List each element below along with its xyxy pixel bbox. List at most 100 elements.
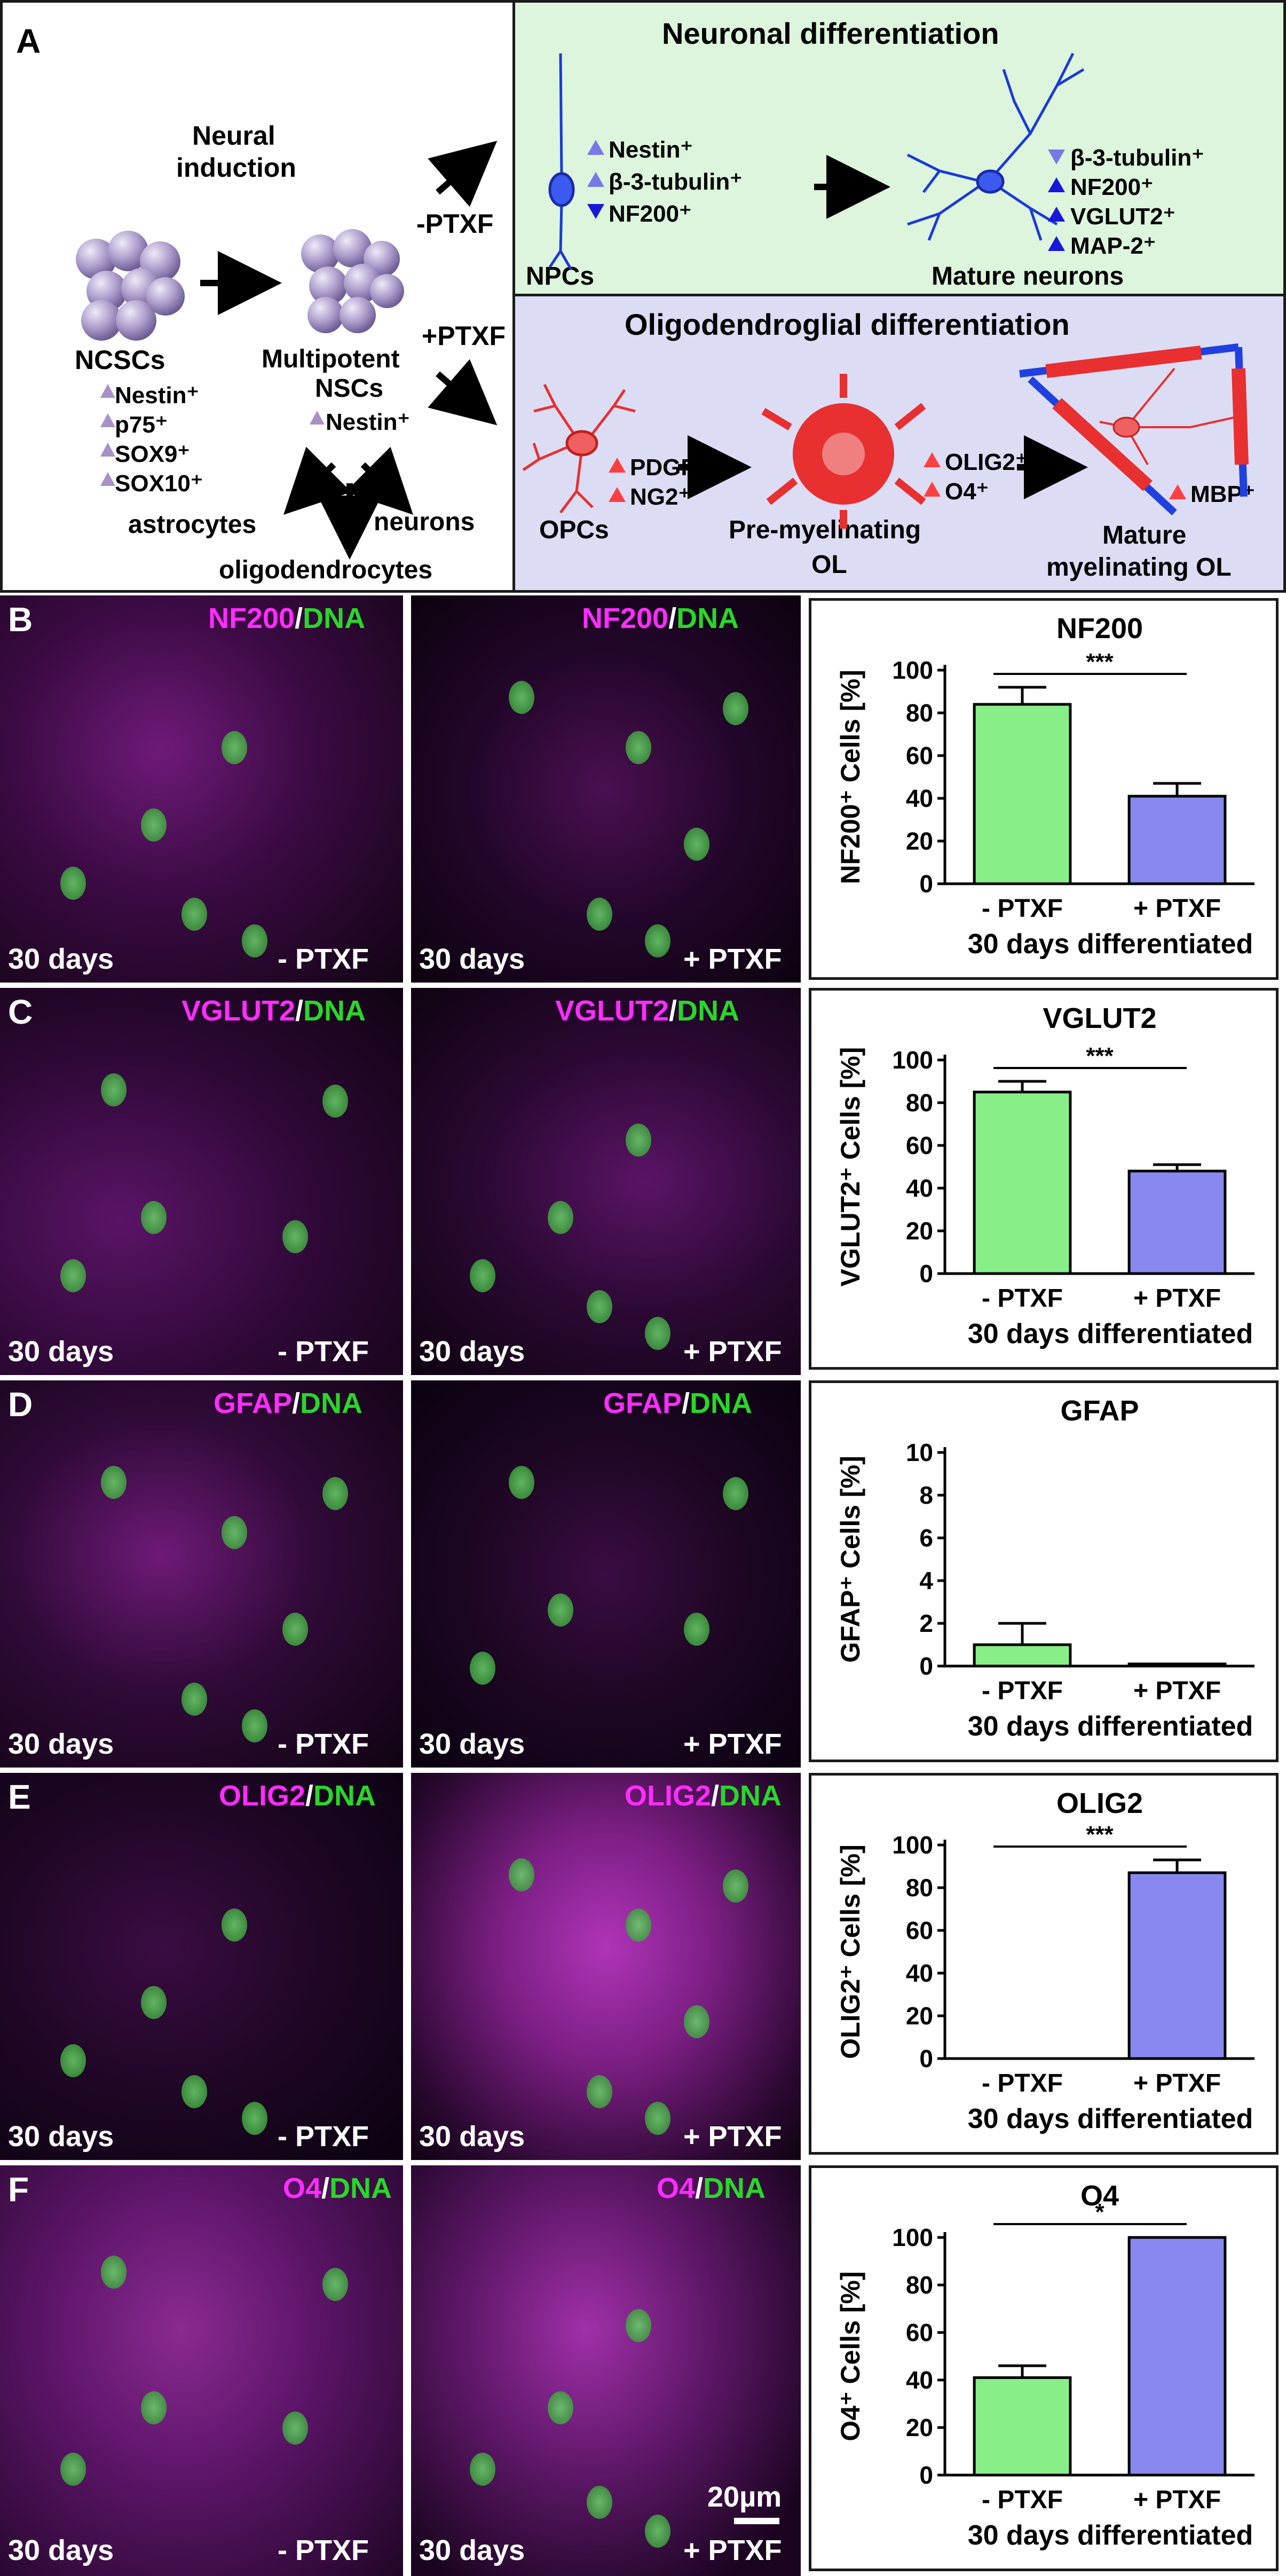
oligo-box	[512, 296, 1283, 590]
y-tick-label: 0	[919, 2461, 933, 2489]
astrocytes-label: astrocytes	[128, 511, 257, 539]
row-letter: E	[8, 1778, 31, 1816]
dna-label: DNA	[303, 602, 366, 634]
micrograph-minus-ptxf: C VGLUT2/DNA 30 days - PTXF	[0, 988, 403, 1375]
y-tick-label: 0	[919, 1260, 933, 1287]
mature-neuron-icon	[906, 52, 1085, 241]
cell-nucleus	[645, 1317, 670, 1350]
x-tick-label: + PTXF	[1133, 2069, 1221, 2098]
days-label: 30 days	[419, 1336, 525, 1368]
cell-nucleus	[586, 1290, 612, 1323]
y-axis-label: OLIG2⁺ Cells [%]	[835, 1844, 865, 2059]
days-label: 30 days	[8, 2121, 114, 2153]
dna-label: DNA	[329, 2172, 392, 2204]
micrograph-plus-ptxf: GFAP/DNA 30 days + PTXF	[411, 1380, 801, 1768]
ncscs-marker: Nestin⁺	[115, 382, 199, 409]
dna-label: DNA	[676, 602, 739, 634]
dna-label: DNA	[690, 1387, 753, 1419]
y-tick-label: 20	[906, 1217, 933, 1245]
cell-nucleus	[723, 1477, 748, 1511]
cell-nucleus	[222, 1515, 248, 1549]
cell-nucleus	[181, 897, 207, 931]
mature-neuron-marker: VGLUT2⁺	[1070, 203, 1175, 230]
cell-nucleus	[282, 1613, 308, 1646]
row-letter: B	[8, 600, 33, 639]
bar-chart-o4: O4 0 20 40 60 80 100 O4⁺ Cells [%] - PTXF + PTXF *…	[835, 2180, 1255, 2551]
cell-nucleus	[141, 2391, 167, 2424]
cell-nucleus	[181, 2075, 207, 2108]
micrograph-plus-ptxf: OLIG2/DNA 30 days + PTXF	[411, 1773, 801, 2160]
mature-ol-label-line2: myelinating OL	[1046, 553, 1232, 582]
y-tick-label: 0	[919, 2045, 933, 2072]
y-tick-label: 2	[919, 1609, 933, 1637]
npcs-label: NPCs	[526, 262, 595, 290]
nscs-marker: Nestin⁺	[326, 409, 410, 435]
x-tick-label: + PTXF	[1133, 1284, 1221, 1313]
micrograph-minus-ptxf: F O4/DNA 30 days - PTXF	[0, 2165, 403, 2576]
chart-title: GFAP	[1060, 1395, 1139, 1427]
y-axis-label: NF200⁺ Cells [%]	[835, 670, 865, 884]
cell-nucleus	[222, 731, 248, 764]
npc-marker: β-3-tubulin⁺	[609, 169, 743, 195]
y-tick-label: 0	[919, 870, 933, 898]
premyel-label-line2: OL	[811, 551, 847, 579]
cell-nucleus	[723, 692, 748, 726]
cell-nucleus	[469, 2453, 495, 2486]
dna-label: DNA	[719, 1780, 782, 1812]
cell-nucleus	[586, 2075, 612, 2108]
cell-nucleus	[322, 1085, 348, 1118]
x-tick-label: - PTXF	[982, 2486, 1063, 2514]
bar	[1127, 795, 1227, 885]
cell-nucleus	[100, 1465, 127, 1499]
y-tick-label: 40	[906, 2366, 933, 2394]
y-tick-label: 10	[906, 1439, 933, 1466]
condition-label: - PTXF	[278, 943, 369, 975]
row-letter: D	[8, 1385, 33, 1424]
y-tick-label: 80	[906, 1874, 933, 1902]
chart-title: O4	[1080, 2180, 1119, 2212]
npc-marker: Nestin⁺	[609, 137, 693, 163]
scalebar	[734, 2518, 779, 2524]
plus-ptxf-label: +PTXF	[422, 321, 506, 351]
micrograph-minus-ptxf: E OLIG2/DNA 30 days - PTXF	[0, 1773, 403, 2160]
bar-chart-olig2: OLIG2 0 20 40 60 80 100 OLIG2⁺ Cells [%] - PTXF +…	[835, 1787, 1255, 2134]
micrograph-plus-ptxf: O4/DNA 20µm 30 days + PTXF	[411, 2165, 801, 2576]
cell-nucleus	[684, 1613, 709, 1646]
y-tick-label: 80	[906, 1089, 933, 1117]
marker-label: O4	[657, 2172, 696, 2204]
marker-label: NF200	[582, 602, 669, 634]
bar-chart-vglut2: VGLUT2 0 20 40 60 80 100 VGLUT2⁺ Cells [%] - PTX…	[835, 1002, 1255, 1349]
cell-nucleus	[242, 2102, 267, 2135]
micrograph-plus-ptxf: NF200/DNA 30 days + PTXF	[411, 595, 801, 983]
y-tick-label: 40	[906, 784, 933, 812]
cell-nucleus	[586, 2485, 612, 2519]
row-letter: C	[8, 993, 33, 1031]
y-tick-label: 20	[906, 2002, 933, 2030]
cell-nucleus	[547, 2391, 573, 2424]
cell-nucleus	[100, 2256, 127, 2289]
bar	[1127, 1662, 1227, 1668]
cell-nucleus	[547, 1593, 573, 1627]
cell-nucleus	[586, 897, 612, 931]
significance-label: ***	[1086, 1821, 1114, 1848]
bar-chart-gfap: GFAP 0 2 4 6 8 10 GFAP⁺ Cells [%] - PTXF + PTXF 30…	[835, 1395, 1255, 1742]
bar	[1127, 2236, 1227, 2477]
cell-nucleus	[645, 924, 670, 958]
y-tick-label: 4	[919, 1567, 933, 1595]
chart-frame	[809, 2165, 1279, 2571]
neural-induction-line2: induction	[176, 153, 296, 183]
nsc-sphere-icon	[301, 229, 404, 333]
neural-induction-line1: Neural	[192, 121, 275, 151]
cell-nucleus	[469, 1651, 495, 1685]
x-tick-label: - PTXF	[982, 894, 1063, 923]
mature-neuron-marker: NF200⁺	[1070, 174, 1154, 200]
mature-neuron-marker: β-3-tubulin⁺	[1070, 145, 1204, 171]
scalebar-label: 20µm	[707, 2481, 782, 2513]
mature-ol-icon	[1019, 343, 1249, 516]
micrograph-plus-ptxf: VGLUT2/DNA 30 days + PTXF	[411, 988, 801, 1375]
cell-nucleus	[723, 1870, 748, 1903]
cell-nucleus	[625, 1908, 651, 1942]
panel-a-frame	[0, 0, 1286, 593]
days-label: 30 days	[419, 2534, 525, 2566]
nscs-label-line1: Multipotent	[262, 345, 400, 373]
